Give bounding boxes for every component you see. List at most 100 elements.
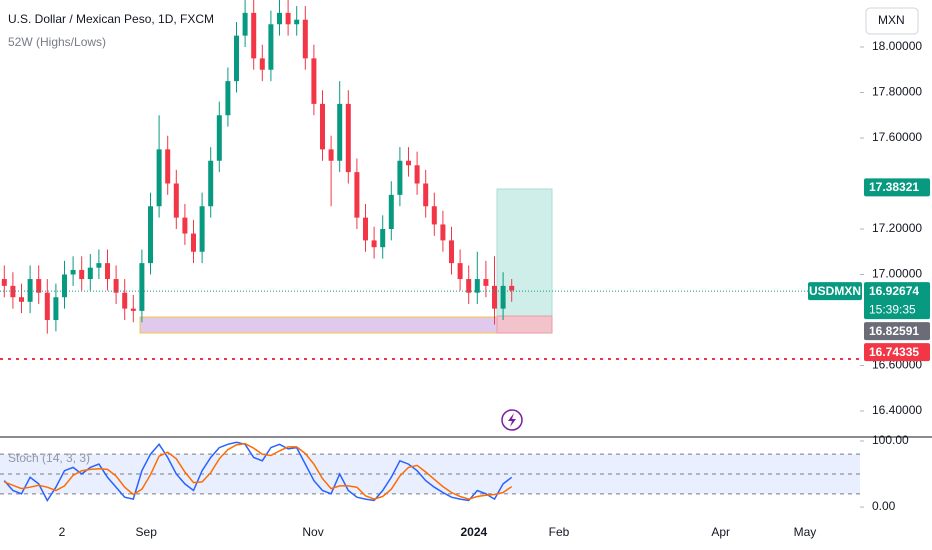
candle-body	[53, 297, 59, 320]
candle-body	[242, 12, 248, 36]
zone	[139, 316, 498, 334]
candle-body	[474, 279, 480, 293]
indicator-title: Stoch (14, 3, 3)	[8, 451, 90, 465]
currency: MXN	[878, 13, 905, 27]
stoch-line	[3, 441, 513, 502]
y-tick-label: 17.60000	[872, 130, 922, 144]
y-tick-label: 17.00000	[872, 267, 922, 281]
candle-body	[225, 81, 231, 116]
chart-title: U.S. Dollar / Mexican Peso, 1D, FXCM	[8, 12, 214, 26]
candle-body	[311, 58, 317, 104]
candle-body	[509, 285, 515, 291]
price-label: 16.74335	[869, 345, 919, 359]
candle-body	[449, 240, 454, 264]
target-zone	[496, 188, 553, 317]
candle-body	[87, 267, 93, 280]
candle-body	[500, 285, 506, 309]
x-tick-label: Feb	[549, 525, 570, 539]
candle-body	[259, 58, 265, 70]
candle-body	[320, 103, 325, 150]
candle-body	[165, 149, 171, 184]
candle-body	[27, 279, 33, 302]
candle-body	[79, 269, 85, 280]
chart-subtitle: 52W (Highs/Lows)	[8, 35, 106, 49]
candle-body	[328, 149, 334, 161]
candle-body	[173, 183, 179, 218]
y-tick-label: 17.20000	[872, 221, 922, 235]
y-tick-label: 17.80000	[872, 85, 922, 99]
candle-body	[440, 224, 446, 241]
candle-body	[423, 183, 429, 207]
candle-body	[62, 274, 67, 298]
candle-body	[234, 35, 239, 82]
candle-body	[268, 24, 274, 70]
symbol-label-box	[808, 282, 862, 301]
y-tick-label: 16.40000	[872, 403, 922, 417]
candle-body	[354, 172, 360, 218]
price-label: 16.82591	[869, 324, 919, 338]
candle-body	[122, 292, 128, 309]
candle-body	[337, 103, 343, 161]
candle-body	[466, 279, 472, 293]
price-label: 16.92674	[869, 284, 919, 298]
candle-body	[363, 217, 368, 241]
candle-body	[148, 206, 153, 264]
x-tick-label: 2	[59, 525, 66, 539]
candle-body	[483, 279, 489, 286]
candle-body	[139, 263, 145, 311]
candle-body	[294, 19, 300, 25]
price-label: 17.38321	[869, 180, 919, 194]
plot	[0, 0, 860, 502]
countdown: 15:39:35	[869, 302, 916, 316]
candle-body	[96, 263, 102, 268]
candle-body	[113, 279, 119, 293]
candle-body	[414, 165, 420, 184]
candle-body	[388, 194, 394, 229]
x-tick-label: Apr	[711, 525, 730, 539]
candle-body	[130, 308, 136, 311]
candle-body	[19, 297, 24, 302]
candle-body	[277, 12, 282, 25]
candle-body	[406, 160, 411, 166]
candle-body	[36, 279, 42, 293]
x-tick-label: Sep	[136, 525, 158, 539]
candle-body	[182, 217, 188, 234]
candle-body	[105, 263, 110, 280]
currency-box[interactable]	[865, 7, 919, 35]
candle-body	[208, 160, 214, 207]
symbol-label: USDMXN	[809, 284, 861, 298]
event-icon-bolt	[508, 413, 516, 427]
candle-body	[251, 12, 257, 59]
y-tick-label: 16.60000	[872, 358, 922, 372]
candle-body	[44, 292, 50, 320]
candle-body	[191, 233, 196, 252]
candle-body	[199, 206, 205, 252]
y-tick-label: 18.00000	[872, 39, 922, 53]
candle-body	[302, 19, 308, 59]
candle-body	[492, 285, 497, 309]
x-tick-label: May	[794, 525, 817, 539]
x-tick-label: 2024	[461, 525, 488, 539]
candle-body	[156, 149, 162, 207]
y-tick-label: 0.00	[872, 499, 896, 513]
candle-body	[1, 279, 7, 286]
y-tick-label: 100.00	[872, 433, 909, 447]
candle-body	[285, 12, 291, 25]
price-label-box	[864, 178, 930, 197]
x-tick-label: Nov	[302, 525, 323, 539]
price-label-box	[864, 343, 930, 362]
stoch-line	[4, 442, 513, 500]
candle-body	[371, 240, 377, 248]
candle-body	[70, 269, 76, 275]
candle-body	[345, 103, 351, 173]
price-label-box	[864, 322, 930, 341]
candle-body	[457, 263, 463, 280]
price-label-box	[864, 282, 930, 320]
candle-body	[397, 160, 403, 195]
candle-body	[380, 228, 386, 248]
candle-body	[431, 206, 437, 225]
stop-zone	[496, 315, 553, 334]
candle-body	[216, 115, 222, 161]
